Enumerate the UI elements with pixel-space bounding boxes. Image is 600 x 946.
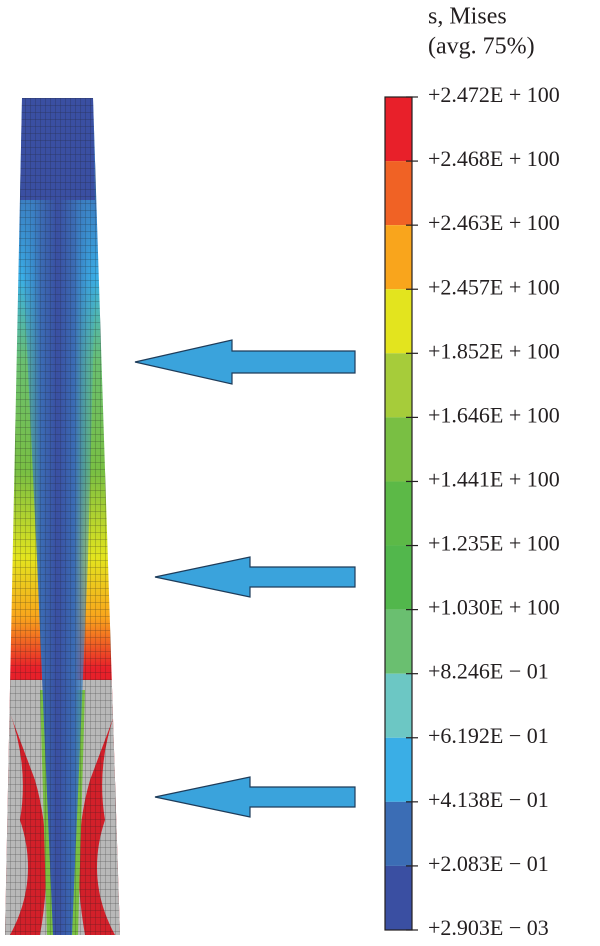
legend-label: +1.646E + 100 — [428, 402, 560, 427]
legend-label: +1.030E + 100 — [428, 595, 560, 620]
legend-label: +2.468E + 100 — [428, 146, 560, 171]
color-band — [385, 801, 412, 866]
mesh-column — [5, 98, 120, 935]
color-band — [385, 289, 412, 354]
legend-label: +2.463E + 100 — [428, 210, 560, 235]
color-band — [385, 865, 412, 930]
legend-label: +1.235E + 100 — [428, 531, 560, 556]
legend-label: +8.246E − 01 — [428, 659, 549, 684]
legend-label: +2.083E − 01 — [428, 851, 549, 876]
color-band — [385, 417, 412, 482]
legend: +2.472E + 100 +2.468E + 100 +2.463E + 100 +… — [384, 82, 560, 940]
color-band — [385, 545, 412, 610]
color-band — [385, 481, 412, 546]
color-band — [385, 353, 412, 418]
arrow — [154, 776, 356, 818]
arrows — [134, 339, 356, 818]
legend-label: +2.903E − 03 — [428, 915, 549, 940]
color-band — [385, 225, 412, 290]
arrow — [154, 556, 356, 598]
arrow — [134, 339, 356, 385]
legend-label: +6.192E − 01 — [428, 723, 549, 748]
color-band — [385, 609, 412, 674]
legend-label: +2.457E + 100 — [428, 274, 560, 299]
legend-subtitle: (avg. 75%) — [428, 34, 535, 60]
legend-label: +1.852E + 100 — [428, 338, 560, 363]
legend-label: +4.138E − 01 — [428, 787, 549, 812]
color-band — [385, 97, 412, 162]
legend-label: +2.472E + 100 — [428, 82, 560, 107]
legend-title: s, Mises — [428, 4, 507, 30]
color-band — [385, 737, 412, 802]
legend-label: +1.441E + 100 — [428, 467, 560, 492]
color-band — [385, 673, 412, 738]
legend-frame — [384, 96, 413, 931]
color-band — [385, 161, 412, 226]
